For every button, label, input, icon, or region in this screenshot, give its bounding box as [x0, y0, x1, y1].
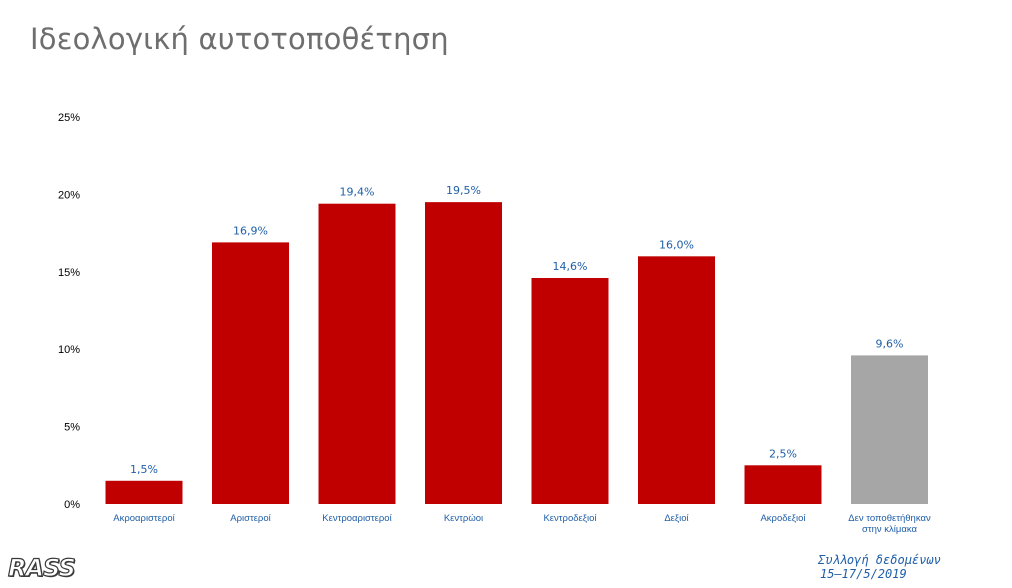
- bars: [105, 202, 928, 505]
- data-collection-label: Συλλογή δεδομένων: [818, 553, 941, 567]
- category-label: Κεντροαριστεροί: [322, 513, 392, 524]
- bar: [425, 202, 502, 504]
- rass-logo: RASS: [7, 553, 76, 582]
- data-label: 16,0%: [659, 238, 694, 251]
- y-tick-label: 20%: [58, 189, 80, 201]
- bar: [105, 480, 183, 504]
- category-label: Δεν τοποθετήθηκαν στην κλίμακα: [848, 513, 931, 535]
- data-label: 1,5%: [130, 463, 158, 476]
- category-labels: Ακροαριστεροί Αριστεροί Κεντροαριστεροί Κεν…: [113, 513, 931, 535]
- data-label: 14,6%: [553, 260, 588, 273]
- data-collection-dates: 15–17/5/2019: [820, 567, 907, 581]
- y-tick-label: 15%: [58, 267, 80, 279]
- category-label: Ακροδεξιοί: [760, 513, 806, 524]
- data-collection-note: Συλλογή δεδομένων 15–17/5/2019: [818, 553, 941, 581]
- data-label: 2,5%: [769, 447, 797, 460]
- category-label: Δεξιοί: [664, 513, 689, 524]
- y-tick-label: 5%: [64, 422, 80, 434]
- y-tick-label: 10%: [58, 344, 80, 356]
- y-tick-label: 0%: [64, 499, 80, 511]
- bar: [851, 355, 928, 504]
- y-axis: 0% 5% 10% 15% 20% 25%: [58, 112, 80, 511]
- page-title: Ιδεολογική αυτοτοποθέτηση: [30, 22, 449, 56]
- bar: [212, 242, 289, 504]
- data-label: 16,9%: [233, 224, 268, 237]
- data-label: 9,6%: [876, 337, 904, 350]
- bar: [531, 277, 609, 504]
- bar: [744, 465, 822, 504]
- value-labels: 1,5% 16,9% 19,4% 19,5% 14,6% 16,0% 2,5% 9,6%: [130, 184, 903, 476]
- category-label: Ακροαριστεροί: [113, 513, 175, 524]
- category-label: Αριστεροί: [230, 513, 271, 524]
- y-tick-label: 25%: [58, 112, 80, 124]
- data-label: 19,5%: [446, 184, 481, 197]
- category-label: Κεντροδεξιοί: [543, 513, 597, 524]
- bar: [638, 256, 715, 504]
- bar: [318, 203, 396, 505]
- category-label: Κεντρώοι: [444, 513, 483, 524]
- data-label: 19,4%: [340, 186, 375, 199]
